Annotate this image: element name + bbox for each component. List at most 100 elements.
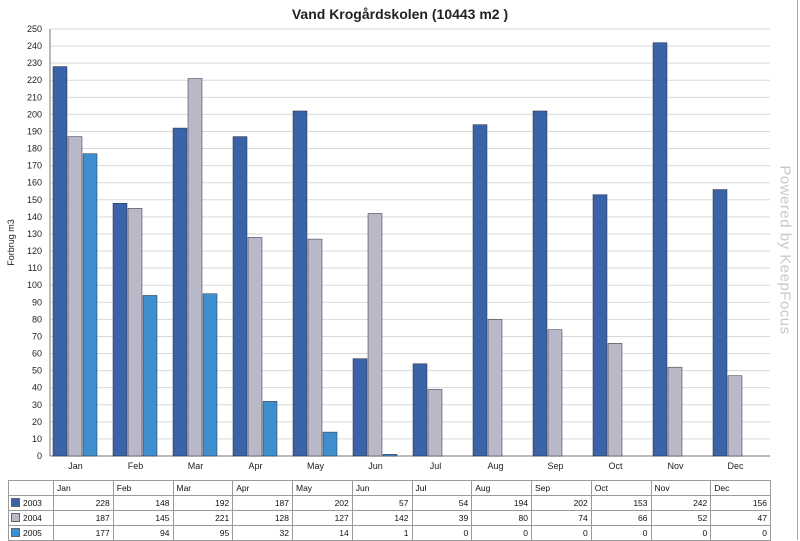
- table-cell: 0: [650, 525, 712, 541]
- table-cell: 145: [112, 510, 174, 526]
- table-cell: 80: [471, 510, 532, 526]
- y-tick-label: 70: [32, 331, 42, 341]
- x-tick-label: Mar: [188, 461, 204, 471]
- bar-2003-jun: [352, 358, 368, 457]
- y-axis-label: Forbrug m3: [6, 219, 16, 266]
- bar-2004-jul: [427, 389, 443, 457]
- y-tick-label: 110: [28, 263, 42, 273]
- frame-right-border: [797, 0, 798, 540]
- table-row: 2003 228 148 192 187 202 57 54 194 202 153 242 156: [8, 495, 771, 511]
- y-tick-label: 150: [27, 195, 42, 205]
- table-cell: 221: [172, 510, 234, 526]
- bar-2005-may: [322, 431, 338, 457]
- y-tick-label: 140: [27, 212, 42, 222]
- x-tick-label: Oct: [608, 461, 623, 471]
- y-tick-label: 130: [27, 229, 42, 239]
- table-cell: 0: [471, 525, 532, 541]
- table-column-header: Jul: [411, 480, 473, 496]
- table-cell: 148: [112, 495, 174, 511]
- y-tick-label: 250: [27, 24, 42, 34]
- bar-2004-may: [307, 238, 323, 457]
- table-cell: 187: [53, 510, 114, 526]
- y-tick-label: 170: [27, 161, 42, 171]
- table-column-header: Feb: [112, 480, 174, 496]
- x-tick-label: Sep: [547, 461, 563, 471]
- bar-2004-jan: [67, 136, 83, 457]
- x-tick-label: Aug: [487, 461, 503, 471]
- table-cell: 128: [232, 510, 293, 526]
- bar-2004-jun: [367, 213, 383, 457]
- bar-2005-apr: [262, 401, 278, 457]
- table-cell: 156: [710, 495, 771, 511]
- y-tick-label: 160: [27, 178, 42, 188]
- x-tick-label: May: [307, 461, 325, 471]
- table-cell: 0: [710, 525, 771, 541]
- bar-2003-apr: [232, 136, 248, 457]
- y-tick-label: 60: [32, 349, 42, 359]
- table-column-header: Mar: [172, 480, 234, 496]
- bar-2003-may: [292, 110, 308, 457]
- table-row: 2004 187 145 221 128 127 142 39 80 74 66 52 47: [8, 510, 771, 526]
- bar-2005-jan: [82, 153, 98, 457]
- table-cell: 94: [112, 525, 174, 541]
- y-tick-label: 50: [32, 366, 42, 376]
- table-column-header: Sep: [531, 480, 592, 496]
- table-cell: 202: [292, 495, 353, 511]
- bar-chart: 0 10 20 30 40 50 60 70 80 90 100 110 120 130 140 150 160…: [6, 24, 770, 471]
- x-tick-label: Apr: [248, 461, 262, 471]
- table-cell: 202: [531, 495, 592, 511]
- y-tick-label: 200: [27, 109, 42, 119]
- y-tick-label: 40: [32, 383, 42, 393]
- x-tick-label: Nov: [667, 461, 684, 471]
- table-column-header: May: [292, 480, 353, 496]
- chart-title: Vand Krogårdskolen (10443 m2 ): [291, 6, 509, 22]
- y-tick-label: 120: [27, 246, 42, 256]
- legend-swatch: [11, 497, 20, 507]
- table-column-header: Oct: [590, 480, 652, 496]
- table-cell: 1: [351, 525, 413, 541]
- x-tick-label: Jun: [368, 461, 383, 471]
- bar-2003-dec: [712, 189, 728, 457]
- table-cell: 228: [53, 495, 114, 511]
- legend-label: 2004: [23, 512, 42, 523]
- table-row-header: 2005: [8, 525, 54, 541]
- legend-label: 2005: [23, 527, 42, 538]
- bar-2003-sep: [532, 110, 548, 457]
- table-cell: 66: [590, 510, 652, 526]
- table-cell: 192: [172, 495, 234, 511]
- table-cell: 242: [650, 495, 712, 511]
- table-cell: 187: [232, 495, 293, 511]
- table-row-header: 2003: [8, 495, 54, 511]
- y-tick-label: 0: [37, 451, 42, 461]
- y-tick-label: 10: [32, 434, 42, 444]
- x-tick-label: Jul: [430, 461, 442, 471]
- table-cell: 14: [292, 525, 353, 541]
- table-cell: 194: [471, 495, 532, 511]
- y-tick-label: 30: [32, 400, 42, 410]
- y-tick-label: 240: [27, 41, 42, 51]
- table-column-header: Dec: [710, 480, 771, 496]
- y-tick-label: 190: [27, 126, 42, 136]
- table-corner-cell: [8, 480, 54, 496]
- legend-label: 2003: [23, 497, 42, 508]
- legend-swatch: [11, 512, 20, 522]
- y-tick-label: 20: [32, 417, 42, 427]
- y-tick-label: 100: [27, 280, 42, 290]
- table-header-row: Jan Feb Mar Apr May Jun Jul Aug Sep Oct Nov Dec: [8, 480, 771, 496]
- bar-2004-sep: [547, 329, 563, 457]
- y-tick-label: 230: [27, 58, 42, 68]
- bar-2005-mar: [202, 293, 218, 457]
- data-table: Jan Feb Mar Apr May Jun Jul Aug Sep Oct Nov Dec 200…: [8, 480, 771, 541]
- table-cell: 95: [172, 525, 234, 541]
- table-cell: 177: [53, 525, 114, 541]
- table-cell: 47: [710, 510, 771, 526]
- y-tick-label: 220: [27, 75, 42, 85]
- table-cell: 142: [351, 510, 413, 526]
- table-row-header: 2004: [8, 510, 54, 526]
- x-tick-label: Dec: [727, 461, 744, 471]
- bar-2003-aug: [472, 124, 488, 457]
- bar-2003-feb: [112, 202, 128, 457]
- y-tick-label: 210: [27, 92, 42, 102]
- table-column-header: Aug: [471, 480, 532, 496]
- bar-2004-apr: [247, 237, 263, 457]
